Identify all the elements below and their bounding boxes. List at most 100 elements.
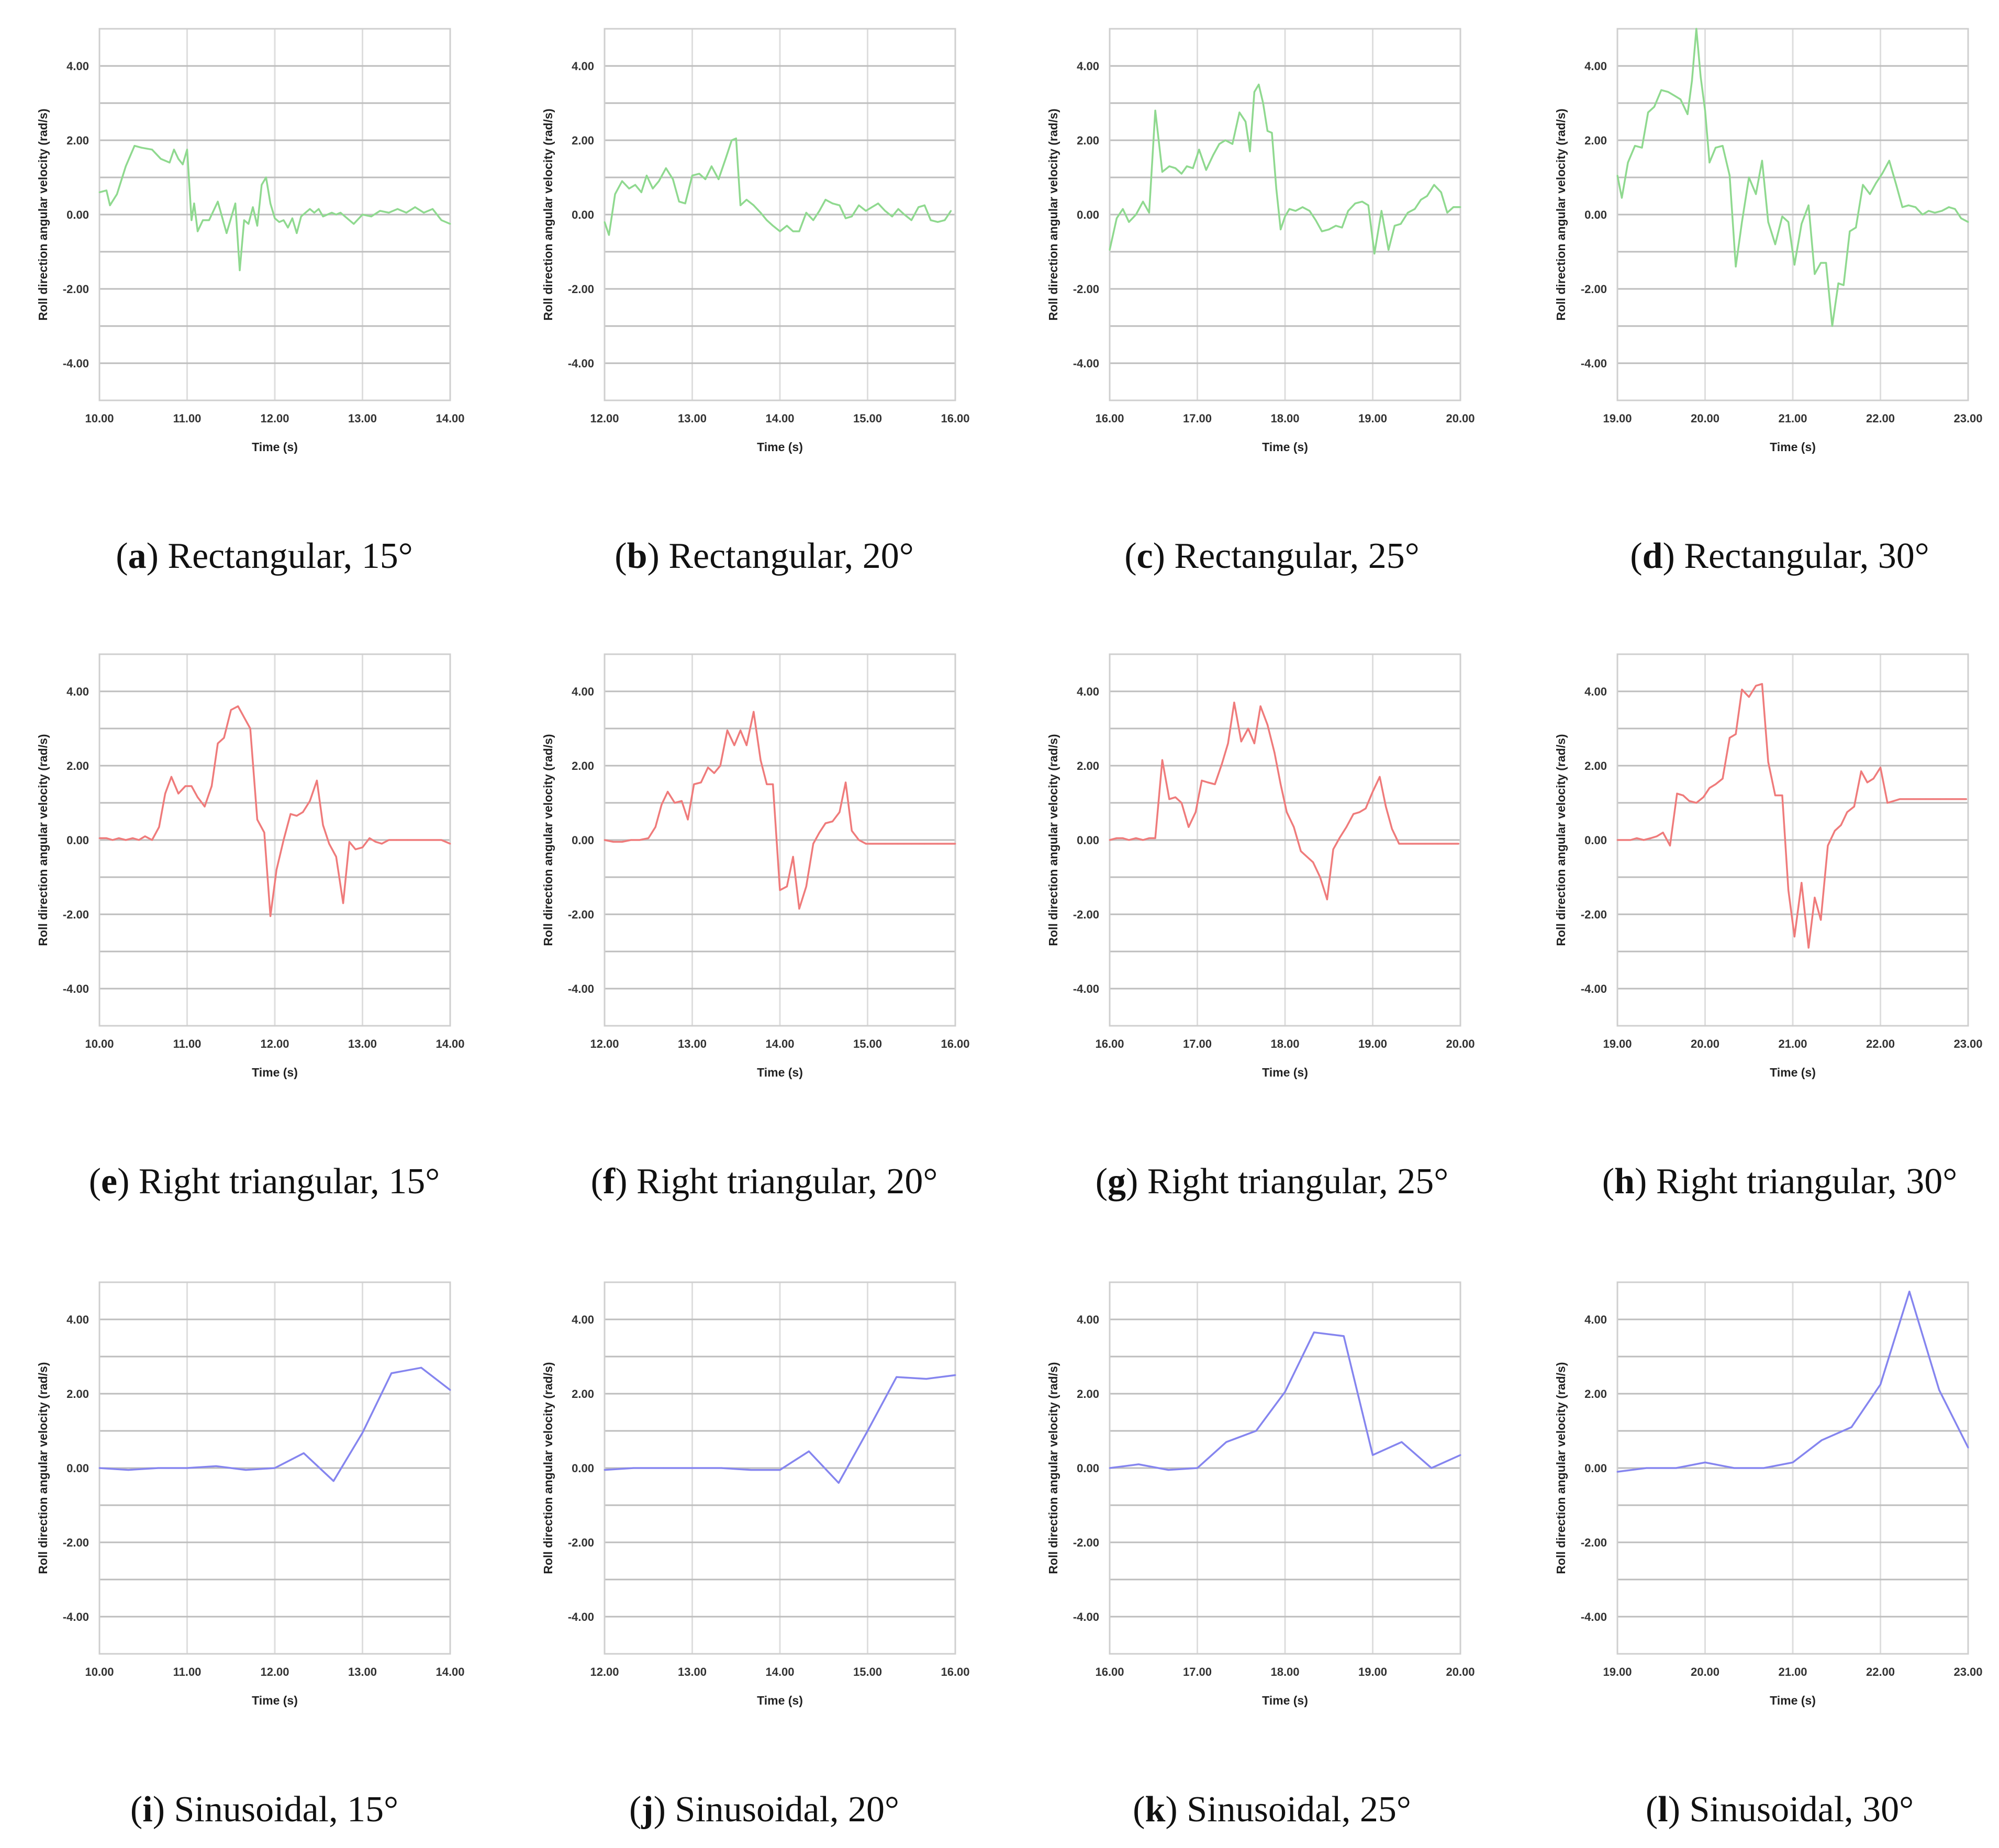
data-point bbox=[1801, 223, 1803, 225]
data-point bbox=[283, 839, 285, 841]
data-point bbox=[700, 781, 702, 783]
y-tick-label: -2.00 bbox=[1581, 1536, 1607, 1549]
caption-letter: i bbox=[142, 1789, 152, 1830]
data-point bbox=[1198, 149, 1200, 151]
data-point bbox=[1691, 80, 1693, 82]
data-point bbox=[1906, 798, 1908, 800]
data-point bbox=[1774, 243, 1776, 245]
caption-paren: ( bbox=[591, 1161, 603, 1202]
x-axis-label: Time (s) bbox=[1262, 1694, 1308, 1707]
data-point bbox=[1271, 132, 1273, 134]
data-point bbox=[1358, 811, 1360, 813]
y-tick-label: 0.00 bbox=[1584, 208, 1607, 221]
chart-panel-l: -4.00 -2.00 0.00 2.00 4.00 19.00 20.00 21.00 22.… bbox=[1554, 1281, 1983, 1830]
data-point bbox=[111, 839, 114, 841]
data-point bbox=[1380, 210, 1382, 212]
data-point bbox=[614, 193, 616, 195]
data-point bbox=[1391, 828, 1393, 830]
data-point bbox=[449, 843, 451, 845]
plot-area bbox=[1616, 28, 1969, 401]
data-point bbox=[1197, 1467, 1198, 1469]
data-point bbox=[1225, 1441, 1227, 1443]
x-tick-label: 16.00 bbox=[1095, 1665, 1124, 1678]
y-tick-label: 4.00 bbox=[66, 60, 89, 73]
data-point bbox=[1122, 208, 1124, 210]
x-tick-label: 20.00 bbox=[1691, 1037, 1719, 1050]
data-point bbox=[370, 216, 372, 218]
y-tick-label: -2.00 bbox=[63, 908, 89, 921]
data-point bbox=[193, 203, 195, 205]
data-point bbox=[1893, 800, 1895, 802]
data-point bbox=[1431, 1467, 1433, 1469]
data-point bbox=[1862, 184, 1864, 186]
data-point bbox=[753, 711, 755, 713]
data-point bbox=[1385, 805, 1387, 808]
data-point bbox=[184, 785, 186, 787]
y-tick-label: -2.00 bbox=[63, 283, 89, 296]
y-tick-label: -4.00 bbox=[1581, 1610, 1607, 1623]
caption-text: ) Rectangular, 30° bbox=[1663, 536, 1929, 576]
data-point bbox=[891, 216, 893, 218]
caption-h: (h) Right triangular, 30° bbox=[1602, 1161, 1957, 1202]
data-point bbox=[845, 217, 847, 219]
data-point bbox=[1249, 150, 1251, 152]
data-point bbox=[1733, 1467, 1735, 1469]
caption-b: (b) Rectangular, 20° bbox=[615, 536, 913, 576]
data-point bbox=[1735, 733, 1737, 735]
data-point bbox=[884, 843, 886, 845]
data-point bbox=[1175, 167, 1177, 169]
data-point bbox=[379, 210, 381, 212]
data-point bbox=[197, 796, 199, 798]
data-point bbox=[1704, 109, 1706, 111]
y-tick-label: 2.00 bbox=[1584, 1387, 1607, 1401]
x-tick-label: 17.00 bbox=[1183, 412, 1212, 425]
caption-i: (i) Sinusoidal, 15° bbox=[130, 1789, 398, 1830]
data-point bbox=[647, 837, 650, 839]
data-point bbox=[289, 813, 292, 815]
data-point bbox=[1393, 225, 1395, 227]
x-axis-label: Time (s) bbox=[757, 440, 803, 454]
data-point bbox=[1781, 794, 1783, 797]
y-tick-label: -2.00 bbox=[1073, 908, 1099, 921]
data-point bbox=[335, 856, 337, 858]
data-point bbox=[1240, 741, 1242, 743]
data-point bbox=[1253, 91, 1255, 93]
data-point bbox=[687, 819, 689, 821]
data-point bbox=[1928, 210, 1930, 212]
caption-letter: k bbox=[1145, 1789, 1165, 1830]
data-point bbox=[1919, 798, 1921, 800]
data-point bbox=[1948, 206, 1950, 208]
data-point bbox=[414, 206, 416, 208]
data-point bbox=[397, 208, 398, 210]
data-point bbox=[182, 163, 184, 165]
chart-panel-g: -4.00 -2.00 0.00 2.00 4.00 16.00 17.00 18.00 19.… bbox=[1046, 653, 1475, 1202]
data-point bbox=[871, 206, 873, 208]
data-point bbox=[640, 191, 642, 193]
data-point bbox=[1353, 813, 1355, 815]
data-point bbox=[903, 214, 906, 216]
data-point bbox=[1135, 214, 1137, 216]
data-point bbox=[1259, 705, 1261, 707]
data-point bbox=[865, 843, 867, 845]
data-point bbox=[1137, 1463, 1140, 1465]
data-point bbox=[344, 216, 346, 218]
data-point bbox=[1400, 223, 1402, 225]
data-point bbox=[652, 187, 654, 189]
y-tick-label: -4.00 bbox=[1581, 357, 1607, 370]
data-point bbox=[1850, 1426, 1852, 1428]
caption-paren: ( bbox=[1124, 536, 1136, 576]
data-point bbox=[632, 1467, 634, 1469]
data-point bbox=[897, 843, 899, 845]
x-tick-label: 20.00 bbox=[1691, 412, 1719, 425]
data-point bbox=[1267, 724, 1268, 726]
x-tick-label: 23.00 bbox=[1953, 412, 1982, 425]
data-point bbox=[243, 219, 245, 221]
data-point bbox=[210, 785, 213, 787]
data-point bbox=[275, 869, 277, 871]
data-point bbox=[1345, 826, 1347, 828]
chart-panel-h: -4.00 -2.00 0.00 2.00 4.00 19.00 20.00 21.00 22.… bbox=[1554, 653, 1983, 1202]
data-point bbox=[1881, 173, 1883, 175]
y-tick-label: 2.00 bbox=[572, 759, 594, 772]
data-point bbox=[316, 779, 318, 781]
data-point bbox=[930, 219, 932, 221]
